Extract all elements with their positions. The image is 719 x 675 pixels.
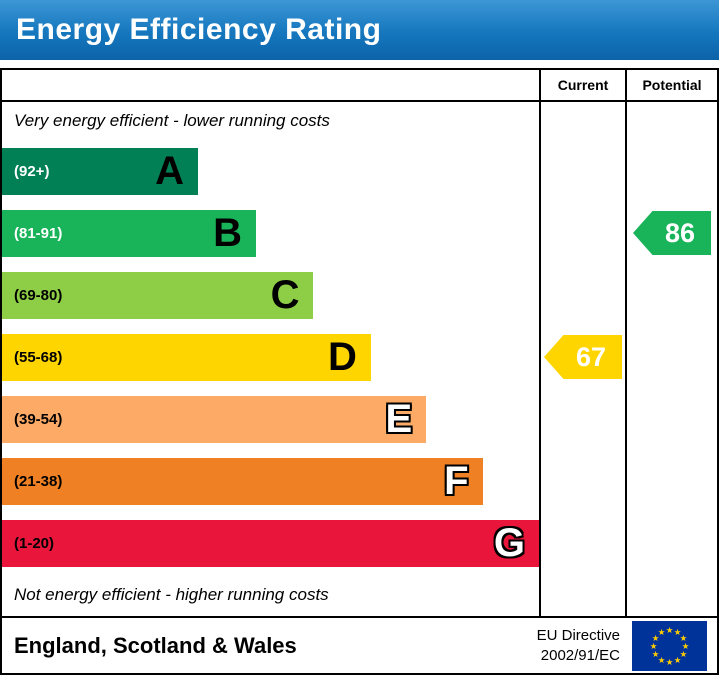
title-banner: Energy Efficiency Rating <box>0 0 719 60</box>
band-row-b: (81-91) B <box>2 202 539 264</box>
svg-text:★: ★ <box>680 634 688 644</box>
eu-directive-line1: EU Directive <box>536 627 620 644</box>
potential-column-header: Potential <box>625 70 717 100</box>
band-letter: A <box>155 149 184 193</box>
band-letter: G <box>493 521 525 565</box>
rating-panel: Current Potential Very energy efficient … <box>0 68 719 675</box>
svg-text:★: ★ <box>652 634 660 644</box>
band-bar-b: (81-91) B <box>2 209 256 257</box>
svg-text:★: ★ <box>658 655 666 665</box>
rating-scale: Very energy efficient - lower running co… <box>2 102 539 616</box>
svg-text:★: ★ <box>674 655 682 665</box>
column-header-spacer <box>2 70 539 100</box>
band-bar-e: (39-54) E <box>2 395 427 443</box>
svg-text:★: ★ <box>658 628 666 638</box>
rating-chart: Current Potential Very energy efficient … <box>2 70 717 618</box>
band-row-d: (55-68) D <box>2 326 539 388</box>
band-row-g: (1-20) G <box>2 512 539 574</box>
svg-text:★: ★ <box>666 658 674 668</box>
page-title: Energy Efficiency Rating <box>16 13 382 46</box>
eu-directive-line2: 2002/91/EC <box>540 646 620 664</box>
column-header-row: Current Potential <box>2 70 717 102</box>
region-label: England, Scotland & Wales <box>14 632 297 658</box>
svg-text:★: ★ <box>674 628 682 638</box>
svg-text:★: ★ <box>680 650 688 660</box>
chart-body: Very energy efficient - lower running co… <box>2 102 717 616</box>
current-column-header: Current <box>539 70 625 100</box>
band-letter: E <box>385 397 413 441</box>
current-rating-value: 67 <box>575 341 607 372</box>
band-letter: C <box>270 273 300 317</box>
potential-column: 86 <box>625 102 717 616</box>
caption-top: Very energy efficient - lower running co… <box>14 111 330 130</box>
svg-text:★: ★ <box>650 642 658 652</box>
potential-rating-value: 86 <box>664 217 696 248</box>
caption-bottom: Not energy efficient - higher running co… <box>14 585 329 604</box>
band-letter: F <box>444 459 469 503</box>
svg-text:★: ★ <box>666 626 674 636</box>
band-bar-a: (92+) A <box>2 147 198 195</box>
band-row-f: (21-38) F <box>2 450 539 512</box>
footer: England, Scotland & Wales EU Directive 2… <box>2 618 717 673</box>
svg-text:★: ★ <box>652 650 660 660</box>
potential-rating-arrow: 86 <box>633 211 711 255</box>
band-row-e: (39-54) E <box>2 388 539 450</box>
band-range-label: (81-91) <box>14 224 63 242</box>
band-row-c: (69-80) C <box>2 264 539 326</box>
current-rating-arrow: 67 <box>544 335 622 379</box>
band-bar-f: (21-38) F <box>2 457 483 505</box>
bands: (92+) A (81-91) B (69-80) C (55-68) D (39-54) E (2… <box>2 140 539 574</box>
eu-directive-text: EU Directive 2002/91/EC <box>537 626 620 665</box>
eu-flag-icon: ★ ★ ★ ★ ★ ★ ★ ★ ★ ★ ★ ★ <box>632 620 707 671</box>
band-letter: B <box>213 211 242 255</box>
band-range-label: (39-54) <box>14 410 63 428</box>
current-column: 67 <box>539 102 625 616</box>
band-bar-d: (55-68) D <box>2 333 371 381</box>
band-range-label: (55-68) <box>14 348 63 366</box>
band-range-label: (1-20) <box>14 534 55 552</box>
band-range-label: (21-38) <box>14 472 63 490</box>
band-bar-c: (69-80) C <box>2 271 314 319</box>
band-range-label: (92+) <box>14 162 50 180</box>
band-range-label: (69-80) <box>14 286 63 304</box>
svg-text:★: ★ <box>682 642 690 652</box>
band-bar-g: (1-20) G <box>2 519 539 567</box>
band-letter: D <box>328 335 357 379</box>
band-row-a: (92+) A <box>2 140 539 202</box>
